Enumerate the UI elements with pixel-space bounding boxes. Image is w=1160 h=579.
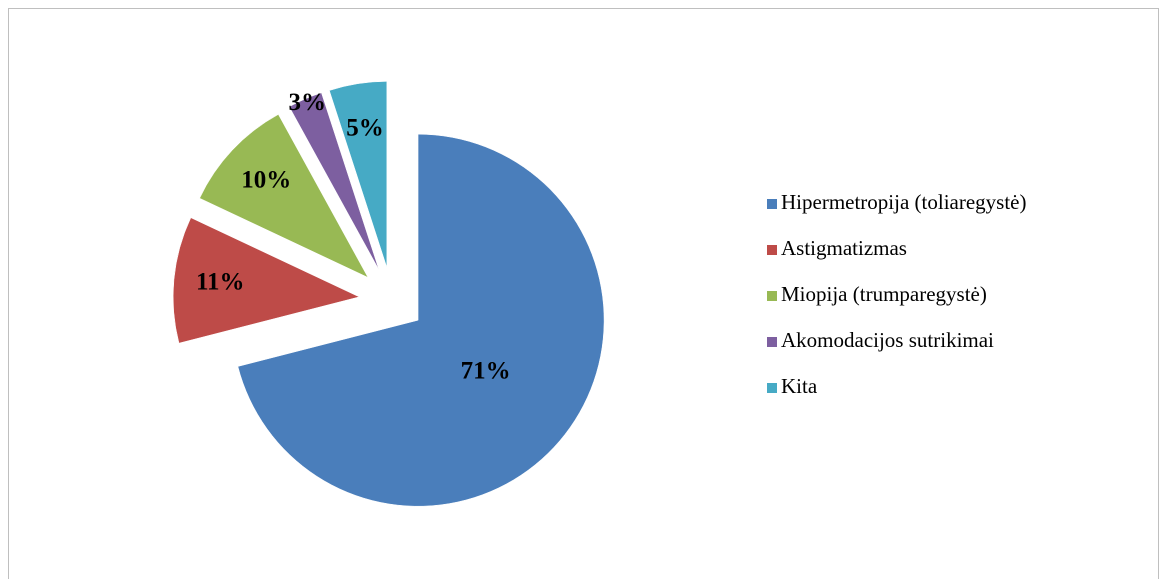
pie-slice: [172, 217, 360, 344]
legend-label: Kita: [781, 374, 818, 398]
pie-slice: [288, 92, 380, 270]
legend-label: Astigmatizmas: [781, 236, 907, 260]
legend-swatch: [767, 383, 777, 393]
legend-label: Hipermetropija (toliaregystė): [781, 190, 1027, 214]
legend-swatch: [767, 337, 777, 347]
data-label: 3%: [288, 89, 326, 116]
data-label: 5%: [346, 114, 384, 141]
data-label: 11%: [196, 269, 245, 296]
legend-label: Miopija (trumparegystė): [781, 282, 987, 306]
pie-slice: [237, 133, 605, 507]
legend-swatch: [767, 291, 777, 301]
pie-slice: [329, 81, 388, 268]
data-label: 10%: [241, 167, 291, 194]
legend-label: Akomodacijos sutrikimai: [781, 328, 994, 352]
data-label: 71%: [461, 357, 511, 384]
legend-swatch: [767, 245, 777, 255]
pie-slice: [199, 114, 369, 278]
legend-swatch: [767, 199, 777, 209]
